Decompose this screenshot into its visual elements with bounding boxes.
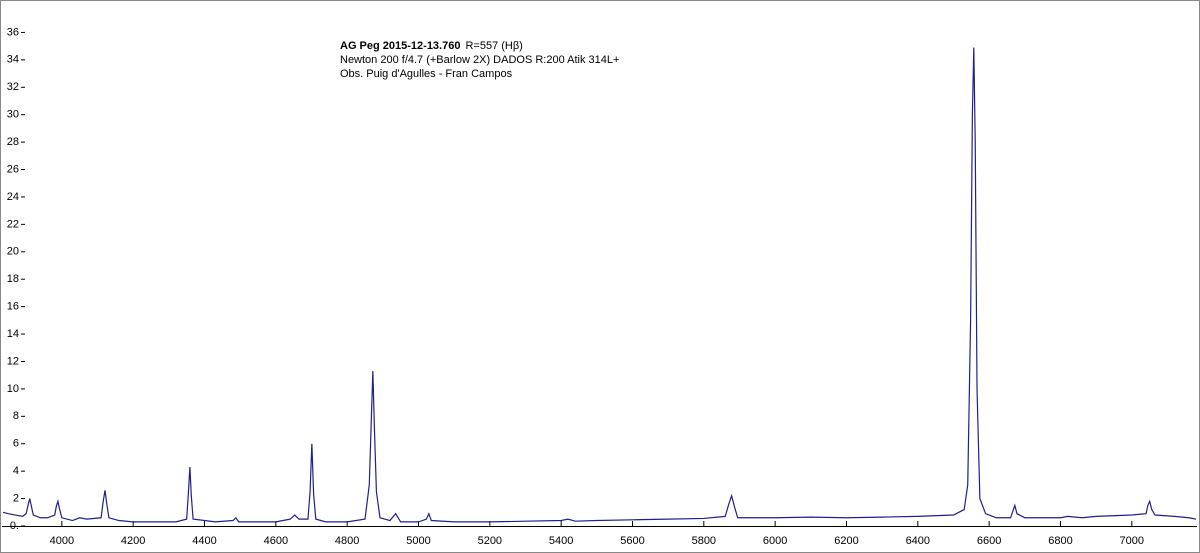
plot — [3, 47, 1196, 523]
x-tick-label: 5800 — [692, 535, 716, 547]
y-tick-label: 4 — [13, 465, 19, 477]
y-tick-label: 8 — [13, 410, 19, 422]
y-tick-label: 30 — [7, 109, 19, 121]
y-tick-label: 22 — [7, 218, 19, 230]
y-tick-label: 6 — [13, 438, 19, 450]
y-tick-label: 18 — [7, 273, 19, 285]
x-tick-label: 5600 — [620, 535, 644, 547]
annotation: R=557 (Hβ) — [465, 40, 522, 52]
x-tick-label: 5400 — [549, 535, 573, 547]
x-tick-label: 4800 — [335, 535, 359, 547]
x-tick-label: 4000 — [50, 535, 74, 547]
y-tick-label: 10 — [7, 383, 19, 395]
x-tick-label: 7000 — [1120, 535, 1144, 547]
x-tick-label: 6800 — [1048, 535, 1072, 547]
x-tick-label: 5200 — [478, 535, 502, 547]
y-tick-label: 26 — [7, 163, 19, 175]
x-tick-label: 4400 — [192, 535, 216, 547]
x-tick-label: 6400 — [906, 535, 930, 547]
y-tick-label: 34 — [7, 54, 19, 66]
x-tick-label: 6200 — [834, 535, 858, 547]
x-tick-label: 6600 — [977, 535, 1001, 547]
y-tick-label: 16 — [7, 301, 19, 313]
x-tick-label: 4600 — [264, 535, 288, 547]
annotation: Newton 200 f/4.7 (+Barlow 2X) DADOS R:20… — [340, 54, 619, 66]
y-tick-label: 12 — [7, 355, 19, 367]
y-tick-label: 28 — [7, 136, 19, 148]
y-tick-label: 20 — [7, 246, 19, 258]
x-tick-label: 5000 — [406, 535, 430, 547]
x-tick-label: 4200 — [121, 535, 145, 547]
y-tick-label: 2 — [13, 492, 19, 504]
chart-title: AG Peg 2015-12-13.760 — [340, 40, 460, 52]
y-tick-label: 24 — [7, 191, 19, 203]
y-tick-label: 14 — [7, 328, 19, 340]
y-tick-label: 0. — [10, 520, 19, 532]
y-tick-label: 32 — [7, 81, 19, 93]
y-tick-label: 36 — [7, 26, 19, 38]
spectrum-line — [3, 47, 1196, 523]
x-tick-label: 6000 — [763, 535, 787, 547]
annotation: Obs. Puig d'Agulles - Fran Campos — [340, 68, 513, 80]
